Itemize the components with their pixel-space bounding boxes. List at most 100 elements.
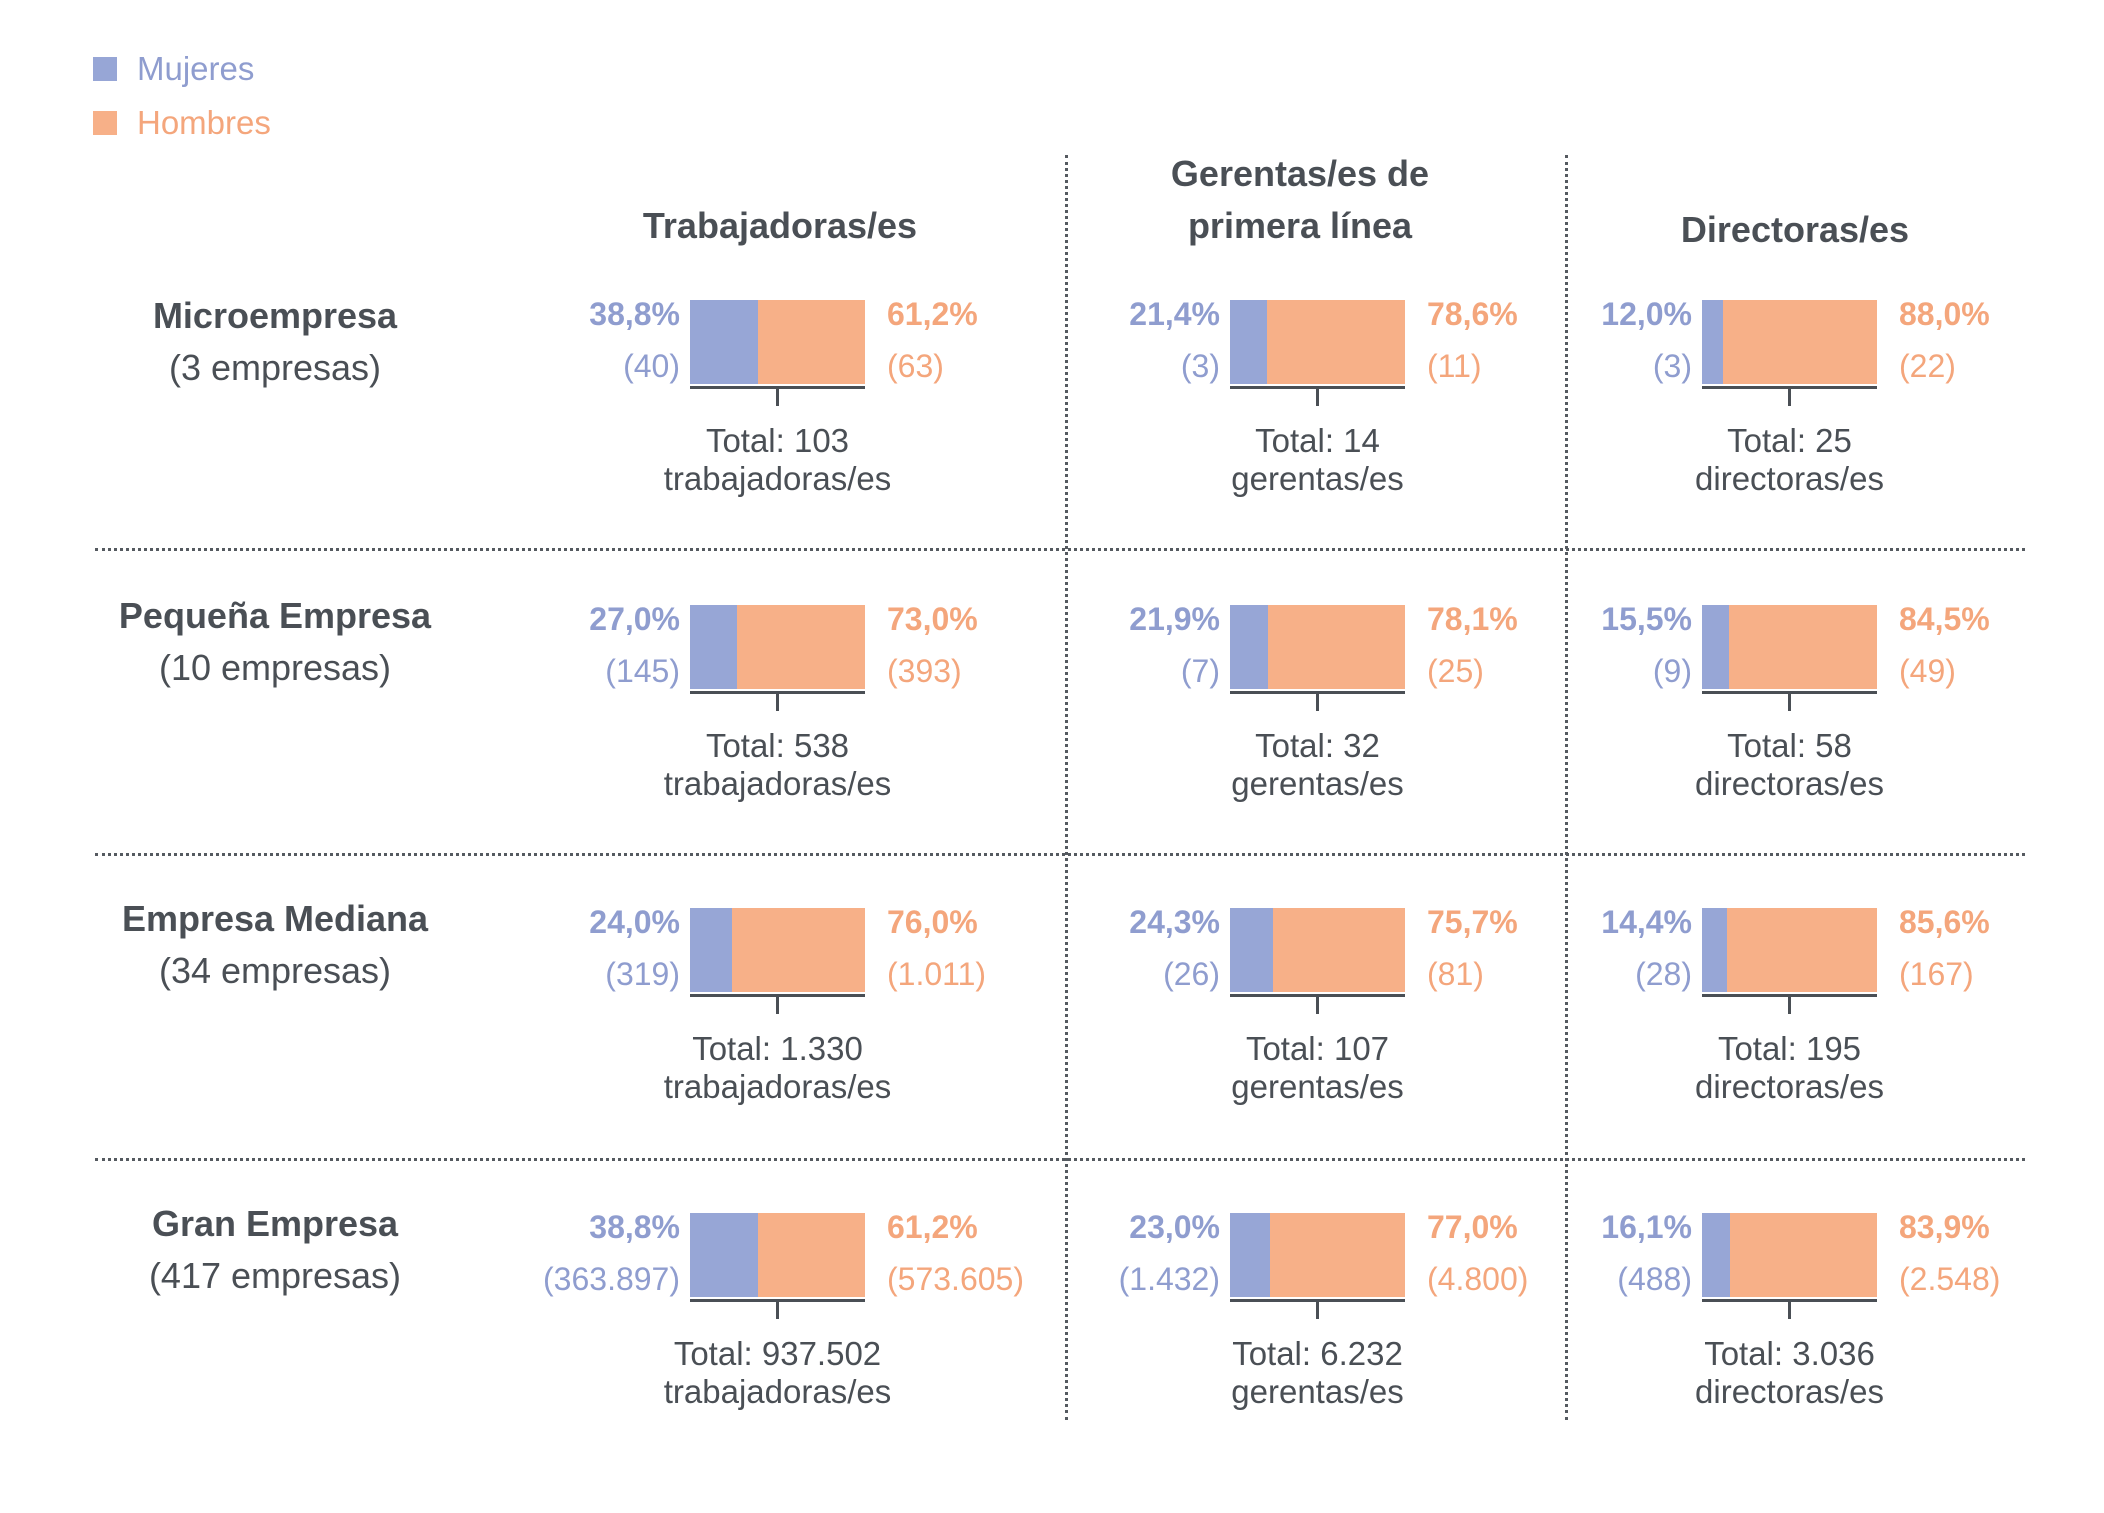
column-header-trabajadoras: Trabajadoras/es: [642, 205, 918, 246]
men-count-label: (81): [1427, 956, 1484, 992]
bar-tick: [776, 386, 779, 406]
total-line-1: Total: 3.036: [1704, 1335, 1875, 1372]
bar-segment-men: [1270, 1213, 1405, 1297]
chart-cell: 27,0% (145) 73,0% (393) Total: 538 trabajador…: [510, 601, 1030, 905]
chart-cell: 16,1% (488) 83,9% (2.548) Total: 3.036 direct…: [1522, 1209, 2042, 1513]
women-count-label: (319): [605, 956, 680, 992]
women-percent-label: 24,3%: [1129, 904, 1220, 940]
total-line-1: Total: 25: [1727, 422, 1852, 459]
women-percent-label: 21,4%: [1129, 296, 1220, 332]
row-name: Microempresa: [152, 295, 398, 336]
bar-tick: [1788, 994, 1791, 1014]
total-line-2: gerentas/es: [1231, 460, 1404, 497]
women-count-label: (145): [605, 653, 680, 689]
women-percent-label: 23,0%: [1129, 1209, 1220, 1245]
legend-item-hombres: Hombres: [93, 104, 271, 142]
women-count-label: (7): [1180, 653, 1220, 689]
bar-segment-women: [1702, 1213, 1730, 1297]
stacked-bar: [1702, 908, 1877, 992]
row-company-count: (417 empresas): [148, 1255, 402, 1296]
chart-cell: 21,4% (3) 78,6% (11) Total: 14 gerentas/es: [1050, 296, 1570, 600]
total-label: Total: 25 directoras/es: [1582, 422, 1997, 498]
row-label: Empresa Mediana (34 empresas): [65, 893, 485, 997]
chart-cell: 24,0% (319) 76,0% (1.011) Total: 1.330 trabaj…: [510, 904, 1030, 1208]
row-name: Pequeña Empresa: [118, 595, 432, 636]
women-count-label: (1.432): [1118, 1261, 1220, 1297]
bar-segment-men: [1267, 300, 1405, 384]
bar-segment-women: [690, 1213, 758, 1297]
bar-tick: [776, 691, 779, 711]
men-percent-label: 83,9%: [1899, 1209, 1990, 1245]
total-label: Total: 1.330 trabajadoras/es: [570, 1030, 985, 1106]
men-percent-label: 88,0%: [1899, 296, 1990, 332]
men-count-label: (167): [1899, 956, 1974, 992]
bar-tick: [1316, 386, 1319, 406]
total-line-1: Total: 6.232: [1232, 1335, 1403, 1372]
total-line-1: Total: 103: [705, 422, 850, 459]
stacked-bar: [690, 300, 865, 384]
total-label: Total: 538 trabajadoras/es: [570, 727, 985, 803]
bar-segment-women: [690, 300, 758, 384]
men-percent-label: 61,2%: [887, 296, 978, 332]
women-count-label: (40): [623, 348, 680, 384]
women-count-label: (28): [1635, 956, 1692, 992]
men-count-label: (22): [1899, 348, 1956, 384]
total-line-1: Total: 14: [1255, 422, 1380, 459]
total-label: Total: 58 directoras/es: [1582, 727, 1997, 803]
women-percent-label: 38,8%: [589, 1209, 680, 1245]
bar-segment-women: [690, 605, 737, 689]
bar-segment-men: [1727, 908, 1877, 992]
row-name: Empresa Mediana: [121, 898, 429, 939]
chart-cell: 21,9% (7) 78,1% (25) Total: 32 gerentas/es: [1050, 601, 1570, 905]
women-percent-label: 16,1%: [1601, 1209, 1692, 1245]
men-count-label: (25): [1427, 653, 1484, 689]
total-line-2: gerentas/es: [1231, 1068, 1404, 1105]
bar-tick: [1316, 691, 1319, 711]
chart-cell: 14,4% (28) 85,6% (167) Total: 195 directoras/…: [1522, 904, 2042, 1208]
total-line-2: trabajadoras/es: [663, 1068, 892, 1105]
bar-segment-men: [758, 300, 865, 384]
bar-tick: [1788, 691, 1791, 711]
chart-cell: 38,8% (40) 61,2% (63) Total: 103 trabajadoras…: [510, 296, 1030, 600]
row-company-count: (34 empresas): [158, 950, 392, 991]
total-line-1: Total: 1.330: [692, 1030, 863, 1067]
row-label: Gran Empresa (417 empresas): [65, 1198, 485, 1302]
column-separator-2: [1565, 155, 1568, 1420]
row-separator-1: [95, 548, 2025, 551]
total-label: Total: 107 gerentas/es: [1110, 1030, 1525, 1106]
row-separator-2: [95, 853, 2025, 856]
bar-tick: [1788, 1299, 1791, 1319]
women-count-label: (26): [1163, 956, 1220, 992]
men-percent-label: 84,5%: [1899, 601, 1990, 637]
bar-segment-men: [737, 605, 865, 689]
men-percent-label: 78,1%: [1427, 601, 1518, 637]
men-percent-label: 61,2%: [887, 1209, 978, 1245]
bar-tick: [1788, 386, 1791, 406]
total-line-1: Total: 58: [1727, 727, 1852, 764]
total-label: Total: 937.502 trabajadoras/es: [570, 1335, 985, 1411]
women-percent-label: 12,0%: [1601, 296, 1692, 332]
men-percent-label: 73,0%: [887, 601, 978, 637]
bar-segment-women: [1702, 908, 1727, 992]
bar-segment-men: [1729, 605, 1877, 689]
stacked-bar: [690, 908, 865, 992]
men-percent-label: 78,6%: [1427, 296, 1518, 332]
women-count-label: (3): [1652, 348, 1692, 384]
bar-segment-women: [1230, 1213, 1270, 1297]
bar-segment-men: [1273, 908, 1405, 992]
row-label: Microempresa (3 empresas): [65, 290, 485, 394]
total-line-1: Total: 32: [1255, 727, 1380, 764]
bar-segment-men: [1730, 1213, 1877, 1297]
total-label: Total: 14 gerentas/es: [1110, 422, 1525, 498]
women-percent-label: 14,4%: [1601, 904, 1692, 940]
total-line-2: directoras/es: [1695, 1373, 1884, 1410]
women-percent-label: 38,8%: [589, 296, 680, 332]
bar-tick: [776, 994, 779, 1014]
men-percent-label: 75,7%: [1427, 904, 1518, 940]
women-count-label: (488): [1617, 1261, 1692, 1297]
column-separator-1: [1065, 155, 1068, 1420]
stacked-bar: [1702, 300, 1877, 384]
total-line-1: Total: 195: [1717, 1030, 1862, 1067]
legend-label-mujeres: Mujeres: [137, 50, 255, 87]
chart-cell: 38,8% (363.897) 61,2% (573.605) Total: 937.5…: [510, 1209, 1030, 1513]
